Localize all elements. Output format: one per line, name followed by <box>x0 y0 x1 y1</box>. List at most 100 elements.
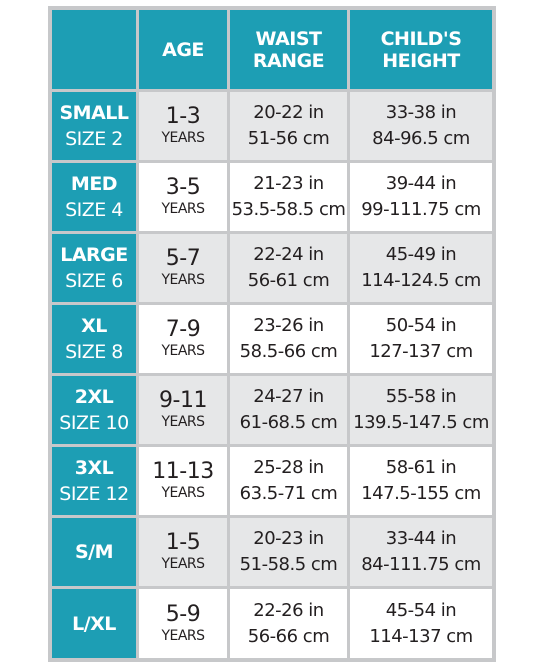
age-cell: 5-9 YEARS <box>139 589 227 658</box>
height-inches: 33-38 in <box>385 102 457 123</box>
waist-inches: 20-22 in <box>253 102 324 123</box>
age-unit: YEARS <box>161 272 205 288</box>
size-name: LARGE <box>60 244 128 266</box>
height-inches: 50-54 in <box>385 315 457 336</box>
waist-cm: 56-61 cm <box>247 270 330 291</box>
waist-cm: 51-56 cm <box>247 128 330 149</box>
waist-cell: 22-26 in 56-66 cm <box>230 589 347 658</box>
height-cm: 84-96.5 cm <box>372 128 470 149</box>
height-cell: 45-49 in 114-124.5 cm <box>350 234 492 302</box>
age-unit: YEARS <box>161 485 205 501</box>
height-cm: 139.5-147.5 cm <box>353 412 489 433</box>
size-name: L/XL <box>72 612 116 635</box>
waist-cm: 63.5-71 cm <box>239 483 338 504</box>
height-inches: 55-58 in <box>385 386 457 407</box>
size-name: XL <box>81 315 107 337</box>
waist-cell: 20-23 in 51-58.5 cm <box>230 518 347 586</box>
size-chart-table: AGE WAIST RANGE CHILD'S HEIGHT SMALL SIZ… <box>48 6 496 662</box>
waist-inches: 21-23 in <box>253 173 324 194</box>
waist-cell: 25-28 in 63.5-71 cm <box>230 447 347 515</box>
header-height-line1: CHILD'S <box>380 27 462 50</box>
height-cm: 84-111.75 cm <box>361 554 481 575</box>
height-inches: 45-54 in <box>385 599 457 621</box>
waist-inches: 25-28 in <box>253 457 324 478</box>
height-inches: 58-61 in <box>385 457 457 478</box>
header-age: AGE <box>139 10 227 89</box>
age-cell: 1-3 YEARS <box>139 92 227 160</box>
height-cell: 33-38 in 84-96.5 cm <box>350 92 492 160</box>
waist-cm: 56-66 cm <box>247 625 330 647</box>
height-cm: 127-137 cm <box>369 341 473 362</box>
age-unit: YEARS <box>161 556 205 572</box>
waist-inches: 22-24 in <box>253 244 324 265</box>
waist-inches: 20-23 in <box>253 528 324 549</box>
height-cm: 99-111.75 cm <box>361 199 481 220</box>
size-name: SMALL <box>59 102 129 124</box>
size-cell-small: SMALL SIZE 2 <box>52 92 136 160</box>
header-waist-line2: RANGE <box>252 49 325 72</box>
waist-inches: 22-26 in <box>253 599 324 621</box>
height-cell: 58-61 in 147.5-155 cm <box>350 447 492 515</box>
height-cm: 147.5-155 cm <box>361 483 481 504</box>
height-cell: 45-54 in 114-137 cm <box>350 589 492 658</box>
size-name: S/M <box>74 541 114 563</box>
header-childs-height: CHILD'S HEIGHT <box>350 10 492 89</box>
age-unit: YEARS <box>161 414 205 430</box>
age-range: 7-9 <box>165 317 201 342</box>
size-number: SIZE 6 <box>65 270 123 292</box>
size-cell-med: MED SIZE 4 <box>52 163 136 231</box>
age-range: 3-5 <box>165 175 201 200</box>
waist-inches: 24-27 in <box>253 386 324 407</box>
age-range: 1-5 <box>165 530 201 555</box>
size-cell-2xl: 2XL SIZE 10 <box>52 376 136 444</box>
header-corner-cell <box>52 10 136 89</box>
waist-cell: 22-24 in 56-61 cm <box>230 234 347 302</box>
header-age-label: AGE <box>162 38 204 61</box>
age-cell: 5-7 YEARS <box>139 234 227 302</box>
size-cell-l-xl: L/XL <box>52 589 136 658</box>
header-waist-line1: WAIST <box>255 27 322 50</box>
age-unit: YEARS <box>161 201 205 217</box>
height-cell: 50-54 in 127-137 cm <box>350 305 492 373</box>
size-cell-large: LARGE SIZE 6 <box>52 234 136 302</box>
height-cell: 33-44 in 84-111.75 cm <box>350 518 492 586</box>
waist-cm: 53.5-58.5 cm <box>231 199 346 220</box>
waist-cell: 24-27 in 61-68.5 cm <box>230 376 347 444</box>
size-number: SIZE 12 <box>59 483 129 505</box>
age-range: 1-3 <box>165 104 201 129</box>
age-range: 11-13 <box>152 459 214 484</box>
waist-inches: 23-26 in <box>253 315 324 336</box>
age-unit: YEARS <box>161 130 205 146</box>
size-cell-3xl: 3XL SIZE 12 <box>52 447 136 515</box>
size-number: SIZE 10 <box>59 412 129 434</box>
age-cell: 11-13 YEARS <box>139 447 227 515</box>
size-name: MED <box>70 173 118 195</box>
height-cm: 114-137 cm <box>369 625 473 647</box>
size-number: SIZE 4 <box>65 199 123 221</box>
waist-cell: 23-26 in 58.5-66 cm <box>230 305 347 373</box>
age-unit: YEARS <box>161 343 205 359</box>
size-number: SIZE 8 <box>65 341 123 363</box>
waist-cm: 61-68.5 cm <box>239 412 338 433</box>
height-cell: 55-58 in 139.5-147.5 cm <box>350 376 492 444</box>
header-waist-range: WAIST RANGE <box>230 10 347 89</box>
height-inches: 33-44 in <box>385 528 457 549</box>
waist-cell: 20-22 in 51-56 cm <box>230 92 347 160</box>
age-range: 9-11 <box>159 388 207 413</box>
waist-cm: 58.5-66 cm <box>239 341 338 362</box>
height-inches: 39-44 in <box>385 173 457 194</box>
size-name: 2XL <box>74 386 114 408</box>
height-cm: 114-124.5 cm <box>361 270 481 291</box>
header-height-line2: HEIGHT <box>382 49 460 72</box>
waist-cm: 51-58.5 cm <box>239 554 338 575</box>
waist-cell: 21-23 in 53.5-58.5 cm <box>230 163 347 231</box>
age-unit: YEARS <box>161 627 205 644</box>
age-cell: 9-11 YEARS <box>139 376 227 444</box>
size-name: 3XL <box>74 457 114 479</box>
age-range: 5-9 <box>165 601 201 627</box>
age-cell: 1-5 YEARS <box>139 518 227 586</box>
size-cell-xl: XL SIZE 8 <box>52 305 136 373</box>
height-inches: 45-49 in <box>385 244 457 265</box>
size-number: SIZE 2 <box>65 128 123 150</box>
age-cell: 7-9 YEARS <box>139 305 227 373</box>
